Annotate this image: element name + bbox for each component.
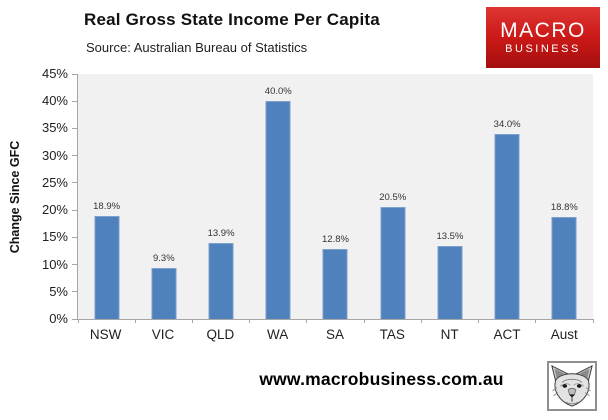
x-tick-mark (77, 319, 79, 323)
value-label-act: 34.0% (493, 118, 521, 130)
bar-slot-act: 34.0% (479, 74, 536, 319)
y-tick-label: 25% (41, 174, 68, 190)
value-label-vic: 9.3% (153, 253, 175, 265)
website-text: www.macrobusiness.com.au (259, 369, 504, 389)
logo-text-macro: MACRO (500, 19, 586, 42)
plot-area: 0% 5% 10% 15% 20% 25% 30% 35% 40% 45% 18.9% 9.3% 13… (42, 66, 594, 326)
y-tick-mark (72, 318, 77, 320)
value-label-tas: 20.5% (379, 192, 407, 204)
x-tick-mark (592, 319, 594, 323)
macrobusiness-logo: MACRO BUSINESS (486, 7, 600, 68)
bar-slot-nt: 13.5% (421, 74, 478, 319)
bar-nsw (94, 216, 120, 319)
bar-slot-qld: 13.9% (192, 74, 249, 319)
bar-qld (208, 243, 234, 319)
wolf-sketch-drawing (551, 364, 593, 407)
wolf-sketch-icon (547, 361, 597, 411)
bar-slot-aust: 18.8% (536, 74, 593, 319)
x-label-nt: NT (440, 327, 459, 342)
x-tick-mark (306, 319, 308, 323)
logo-text-business: BUSINESS (505, 43, 581, 55)
value-label-qld: 13.9% (207, 228, 235, 240)
y-tick-mark (72, 182, 77, 184)
value-label-wa: 40.0% (264, 86, 292, 98)
y-tick-mark (72, 209, 77, 211)
y-tick-label: 40% (41, 93, 68, 109)
y-tick-label: 30% (41, 147, 68, 163)
x-label-wa: WA (267, 327, 289, 342)
x-label-sa: SA (325, 327, 344, 342)
bar-aust (551, 216, 577, 319)
bar-slot-sa: 12.8% (307, 74, 364, 319)
y-tick-mark (72, 73, 77, 75)
y-tick-mark (72, 264, 77, 266)
value-label-nsw: 18.9% (93, 201, 121, 213)
y-tick-label: 10% (41, 256, 68, 272)
x-label-act: ACT (493, 327, 521, 342)
x-tick-mark (134, 319, 136, 323)
x-tick-mark (363, 319, 365, 323)
y-tick-label: 5% (49, 283, 68, 299)
bar-tas (380, 207, 406, 319)
y-axis-title: Change Since GFC (8, 140, 22, 254)
y-tick-mark (72, 155, 77, 157)
bar-slot-tas: 20.5% (364, 74, 421, 319)
y-tick-mark (72, 236, 77, 238)
bar-vic (151, 268, 177, 319)
x-label-tas: TAS (379, 327, 405, 342)
x-tick-mark (249, 319, 251, 323)
y-tick-label: 45% (41, 66, 68, 81)
value-label-nt: 13.5% (436, 230, 464, 242)
x-tick-mark (420, 319, 422, 323)
bar-slot-wa: 40.0% (250, 74, 307, 319)
y-tick-label: 35% (41, 120, 68, 136)
value-label-aust: 18.8% (550, 201, 578, 213)
y-tick-label: 20% (41, 202, 68, 218)
x-axis-labels: NSW VIC QLD WA SA TAS NT ACT Aust (77, 327, 593, 342)
x-label-vic: VIC (151, 327, 175, 342)
x-tick-mark (535, 319, 537, 323)
x-tick-mark (191, 319, 193, 323)
bar-wa (265, 101, 291, 319)
y-tick-label: 0% (49, 311, 68, 326)
chart-source: Source: Australian Bureau of Statistics (86, 40, 308, 55)
bars-container: 18.9% 9.3% 13.9% 40.0% 12.8% 20.5% 13.5% 34.0% 1… (78, 74, 593, 319)
y-tick-mark (72, 291, 77, 293)
x-tick-mark (478, 319, 480, 323)
page-title: Real Gross State Income Per Capita (84, 10, 380, 29)
x-label-qld: QLD (206, 327, 235, 342)
y-tick-label: 15% (41, 229, 68, 245)
bar-act (494, 133, 520, 319)
bar-slot-vic: 9.3% (135, 74, 192, 319)
y-tick-mark (72, 100, 77, 102)
value-label-sa: 12.8% (322, 234, 349, 246)
y-tick-mark (72, 127, 77, 129)
x-label-nsw: NSW (89, 327, 122, 342)
bar-slot-nsw: 18.9% (78, 74, 135, 319)
x-label-aust: Aust (550, 327, 578, 342)
bar-sa (322, 249, 348, 319)
bar-nt (437, 245, 463, 319)
